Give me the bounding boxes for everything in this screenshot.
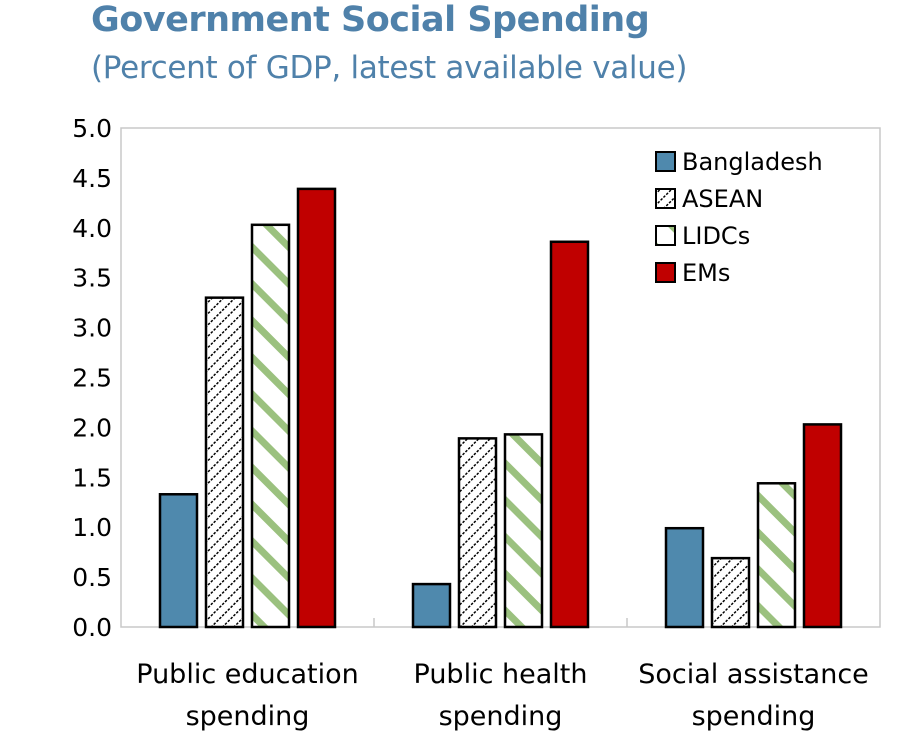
y-tick-label: 4.5: [72, 164, 112, 193]
bar-bangladesh-1: [411, 582, 452, 629]
bar-lidcs-1: [503, 433, 544, 629]
y-tick-label: 3.0: [72, 314, 112, 343]
chart-title: Government Social Spending: [91, 0, 650, 40]
category-label: Social assistance: [638, 659, 869, 690]
legend-swatch-lidcs: [655, 225, 676, 246]
category-label: spending: [692, 701, 816, 732]
legend-label-asean: ASEAN: [682, 185, 763, 213]
legend-label-ems: EMs: [682, 259, 730, 287]
legend-label-lidcs: LIDCs: [682, 222, 750, 250]
bar-asean-1: [457, 437, 498, 629]
category-label: spending: [439, 701, 563, 732]
y-tick-label: 4.0: [72, 214, 112, 243]
y-tick-label: 2.5: [72, 364, 112, 393]
y-tick-label: 5.0: [72, 114, 112, 143]
y-tick-label: 1.0: [72, 513, 112, 542]
bar-bangladesh-0: [158, 493, 199, 629]
legend: Bangladesh ASEAN LIDCs EMs: [655, 148, 823, 287]
y-tick-label: 0.0: [72, 613, 112, 642]
bar-asean-0: [204, 296, 245, 629]
y-tick-label: 3.5: [72, 264, 112, 293]
bar-lidcs-2: [756, 482, 797, 629]
legend-swatch-bangladesh: [655, 151, 676, 172]
category-label: Public education: [136, 659, 358, 690]
category-label: Public health: [414, 659, 588, 690]
bar-bangladesh-2: [664, 526, 705, 629]
bar-ems-1: [549, 240, 590, 629]
bar-ems-2: [802, 423, 843, 629]
plot-area: [120, 127, 881, 628]
legend-label-bangladesh: Bangladesh: [682, 148, 823, 176]
y-tick-label: 0.5: [72, 563, 112, 592]
bar-lidcs-0: [250, 223, 291, 629]
bar-ems-0: [296, 187, 337, 629]
category-label: spending: [186, 701, 310, 732]
bar-asean-2: [710, 556, 751, 629]
y-tick-label: 1.5: [72, 463, 112, 492]
legend-swatch-asean: [655, 188, 676, 209]
chart-subtitle: (Percent of GDP, latest available value): [91, 50, 688, 86]
legend-swatch-ems: [655, 262, 676, 283]
y-tick-label: 2.0: [72, 413, 112, 442]
